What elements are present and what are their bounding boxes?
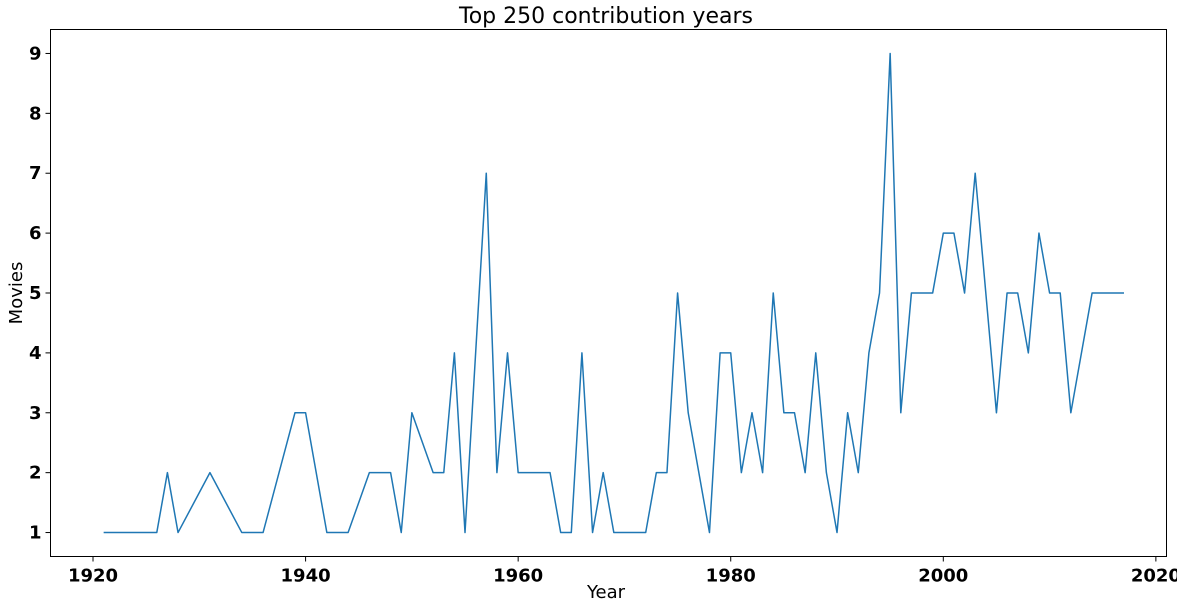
x-tick-label: 2000 [918,566,968,587]
y-tick-label: 7 [29,163,42,184]
y-axis: 1 2 3 4 5 6 7 8 9 [29,43,51,544]
y-tick-label: 5 [29,283,42,304]
x-tick-label: 1940 [281,566,331,587]
y-tick-label: 1 [29,523,42,544]
plot-area-frame [50,29,1167,557]
y-tick-label: 3 [29,403,42,424]
x-tick-label: 2020 [1131,566,1177,587]
y-axis-label: Movies [6,262,27,325]
chart-title: Top 250 contribution years [458,4,753,29]
x-tick-label: 1920 [68,566,118,587]
x-axis-label: Year [586,582,626,603]
x-axis: 1920 1940 1960 1980 2000 2020 [68,556,1177,587]
y-tick-label: 4 [29,343,42,364]
series-line [103,52,1124,534]
series-group [103,52,1124,534]
x-tick-label: 1980 [706,566,756,587]
y-tick-label: 8 [29,103,42,124]
y-tick-label: 6 [29,223,42,244]
x-tick-label: 1960 [493,566,543,587]
y-tick-label: 2 [29,463,42,484]
y-tick-label: 9 [29,43,42,64]
